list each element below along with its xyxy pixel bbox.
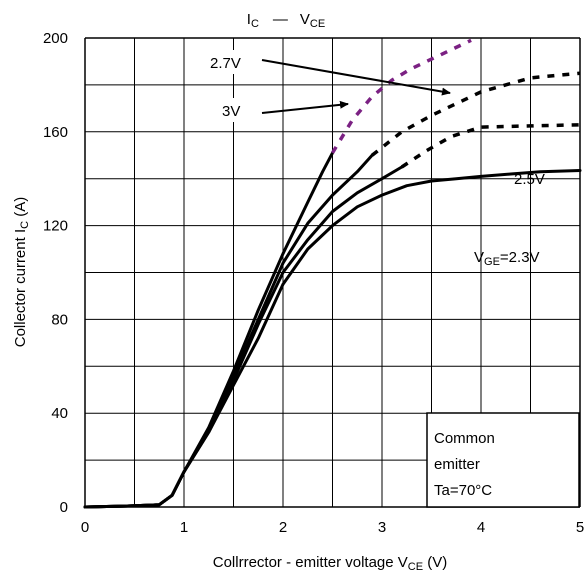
condition-box bbox=[426, 412, 580, 508]
x-axis-label: Collrrector - emitter voltage VCE (V) bbox=[213, 554, 448, 573]
y-tick-label: 160 bbox=[43, 124, 68, 141]
label-bg-2-7v bbox=[200, 50, 262, 74]
series-1-solid bbox=[83, 165, 404, 509]
y-axis-label: Collector current IC (A) bbox=[12, 197, 31, 348]
series-3-dotted bbox=[331, 38, 472, 154]
x-tick-label: 1 bbox=[180, 519, 188, 536]
label-vge-2-3v: VGE=2.3V bbox=[474, 249, 540, 268]
label-bg-3v bbox=[210, 98, 262, 122]
series-1-dotted bbox=[400, 123, 581, 169]
label-2-7v: 2.7V bbox=[210, 55, 241, 72]
y-tick-label: 80 bbox=[51, 311, 68, 328]
condition-line-2: emitter bbox=[434, 456, 480, 473]
series-2-solid bbox=[83, 153, 374, 509]
y-tick-label: 0 bbox=[60, 499, 68, 516]
y-tick-label: 200 bbox=[43, 30, 68, 47]
arrow-2-7v bbox=[261, 59, 451, 96]
label-3v: 3V bbox=[222, 103, 240, 120]
series-3-solid bbox=[83, 151, 334, 509]
arrow-3v bbox=[261, 100, 349, 114]
x-tick-label: 3 bbox=[378, 519, 386, 536]
x-tick-label: 2 bbox=[279, 519, 287, 536]
condition-line-3: Ta=70°C bbox=[434, 482, 492, 499]
x-tick-label: 0 bbox=[81, 519, 89, 536]
x-tick-label: 5 bbox=[576, 519, 584, 536]
y-tick-label: 40 bbox=[51, 405, 68, 422]
label-2-5v: 2.5V bbox=[514, 171, 545, 188]
x-tick-label: 4 bbox=[477, 519, 485, 536]
tick-labels: 0 1 2 3 4 5 0 40 80 120 160 200 bbox=[43, 30, 584, 536]
series-2-dotted bbox=[371, 71, 581, 157]
chart-title: IC — VCE bbox=[247, 11, 325, 30]
condition-line-1: Common bbox=[434, 430, 495, 447]
y-tick-label: 120 bbox=[43, 218, 68, 235]
series-group bbox=[83, 38, 582, 509]
